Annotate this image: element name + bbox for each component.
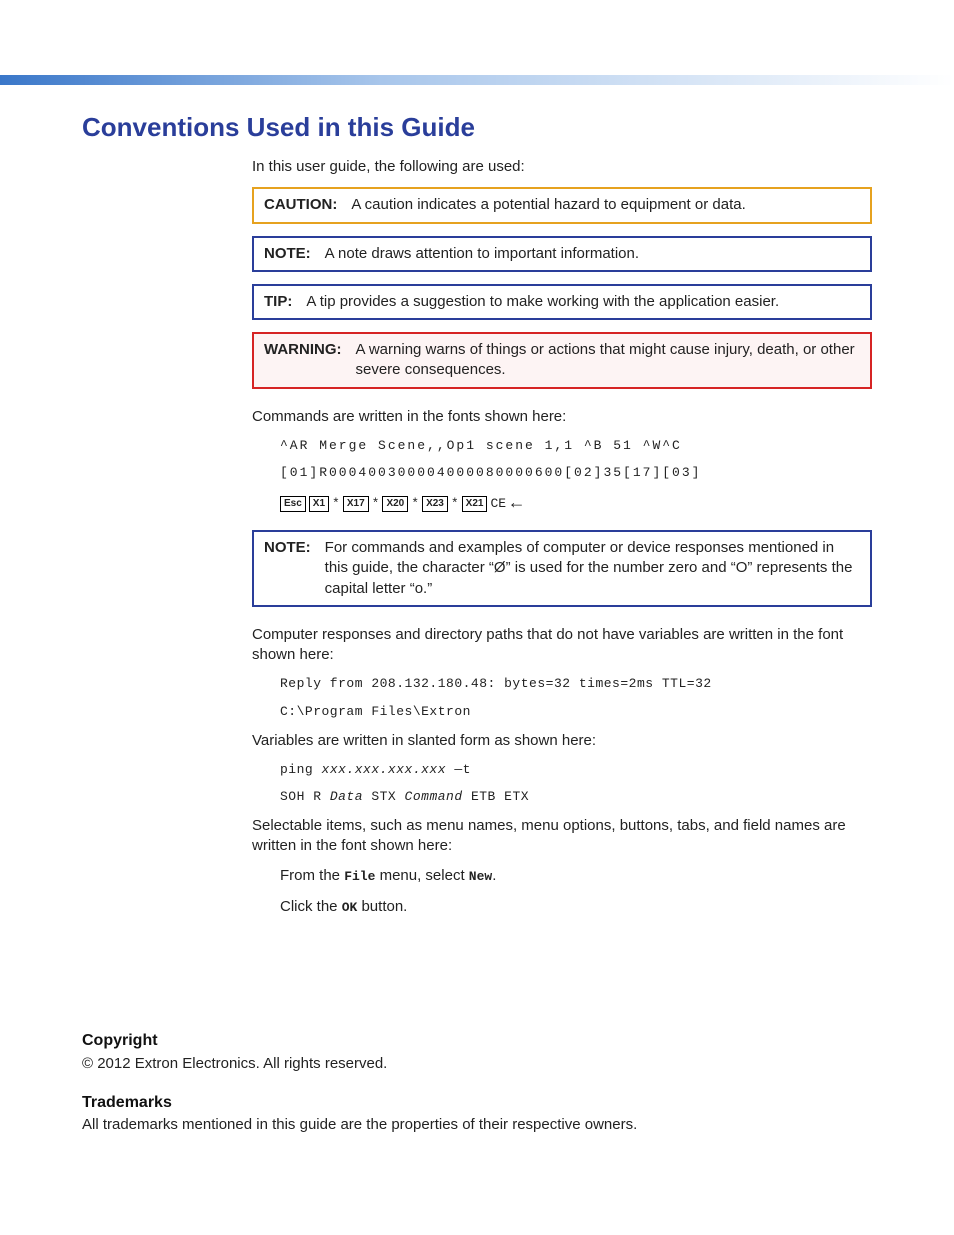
ui-menu-name: File (344, 869, 375, 884)
sep: * (451, 495, 459, 513)
responses-intro: Computer responses and directory paths t… (252, 625, 872, 666)
warning-label: WARNING: (264, 340, 342, 381)
code-line: ping xxx.xxx.xxx.xxx —t (280, 761, 872, 779)
sep: * (411, 495, 419, 513)
x17-key: X17 (343, 496, 369, 512)
warning-callout: WARNING: A warning warns of things or ac… (252, 332, 872, 389)
command-example-1: ^AR Merge Scene,,Op1 scene 1,1 ^B 51 ^W^… (280, 437, 872, 482)
copyright-text: © 2012 Extron Electronics. All rights re… (82, 1054, 872, 1074)
note-callout-zero: NOTE: For commands and examples of compu… (252, 530, 872, 607)
esc-key: Esc (280, 496, 306, 512)
tip-text: A tip provides a suggestion to make work… (306, 292, 860, 312)
text: menu, select (375, 867, 468, 884)
selectable-intro: Selectable items, such as menu names, me… (252, 816, 872, 857)
code-line: Reply from 208.132.180.48: bytes=32 time… (280, 675, 872, 693)
code-text: —t (446, 762, 471, 777)
code-line: ^AR Merge Scene,,Op1 scene 1,1 ^B 51 ^W^… (280, 437, 872, 455)
enter-arrow-icon: ← (511, 492, 522, 516)
caution-label: CAUTION: (264, 195, 337, 215)
commands-intro: Commands are written in the fonts shown … (252, 407, 872, 427)
variable-text: Data (330, 789, 363, 804)
text: button. (357, 898, 407, 915)
intro-text: In this user guide, the following are us… (252, 157, 872, 177)
page-content: Conventions Used in this Guide In this u… (82, 110, 872, 927)
esc-key-sequence: Esc X1 * X17 * X20 * X23 * X21 CE ← (280, 492, 872, 516)
ui-menu-item: New (469, 869, 492, 884)
selectable-example: From the File menu, select New. Click th… (280, 866, 872, 917)
text: From the (280, 867, 344, 884)
note-callout: NOTE: A note draws attention to importan… (252, 236, 872, 272)
code-text: ping (280, 762, 322, 777)
ce-text: CE (490, 495, 506, 513)
variable-example: ping xxx.xxx.xxx.xxx —t SOH R Data STX C… (280, 761, 872, 806)
ui-button-name: OK (342, 900, 358, 915)
example-line: Click the OK button. (280, 897, 872, 917)
x21-key: X21 (462, 496, 488, 512)
tip-callout: TIP: A tip provides a suggestion to make… (252, 284, 872, 320)
warning-text: A warning warns of things or actions tha… (356, 340, 861, 381)
code-text: STX (363, 789, 405, 804)
copyright-heading: Copyright (82, 1030, 872, 1052)
note-text: A note draws attention to important info… (325, 244, 860, 264)
x23-key: X23 (422, 496, 448, 512)
footer: Copyright © 2012 Extron Electronics. All… (82, 1030, 872, 1154)
note-label: NOTE: (264, 244, 311, 264)
note-label: NOTE: (264, 538, 311, 599)
example-line: From the File menu, select New. (280, 866, 872, 886)
code-line: C:\Program Files\Extron (280, 703, 872, 721)
code-line: [01]R000400300004000080000600[02]35[17][… (280, 464, 872, 482)
trademarks-text: All trademarks mentioned in this guide a… (82, 1115, 872, 1135)
text: . (492, 867, 496, 884)
x20-key: X20 (382, 496, 408, 512)
code-text: SOH R (280, 789, 330, 804)
code-text: ETB ETX (463, 789, 529, 804)
page-title: Conventions Used in this Guide (82, 110, 872, 145)
sep: * (332, 495, 340, 513)
variables-intro: Variables are written in slanted form as… (252, 731, 872, 751)
caution-callout: CAUTION: A caution indicates a potential… (252, 187, 872, 223)
sep: * (372, 495, 380, 513)
note-text: For commands and examples of computer or… (325, 538, 860, 599)
variable-text: Command (405, 789, 463, 804)
response-example: Reply from 208.132.180.48: bytes=32 time… (280, 675, 872, 720)
x1-key: X1 (309, 496, 329, 512)
tip-label: TIP: (264, 292, 292, 312)
content-column: In this user guide, the following are us… (252, 157, 872, 917)
variable-text: xxx.xxx.xxx.xxx (322, 762, 447, 777)
trademarks-heading: Trademarks (82, 1092, 872, 1114)
header-gradient-bar (0, 75, 954, 85)
text: Click the (280, 898, 342, 915)
code-line: SOH R Data STX Command ETB ETX (280, 788, 872, 806)
caution-text: A caution indicates a potential hazard t… (351, 195, 860, 215)
